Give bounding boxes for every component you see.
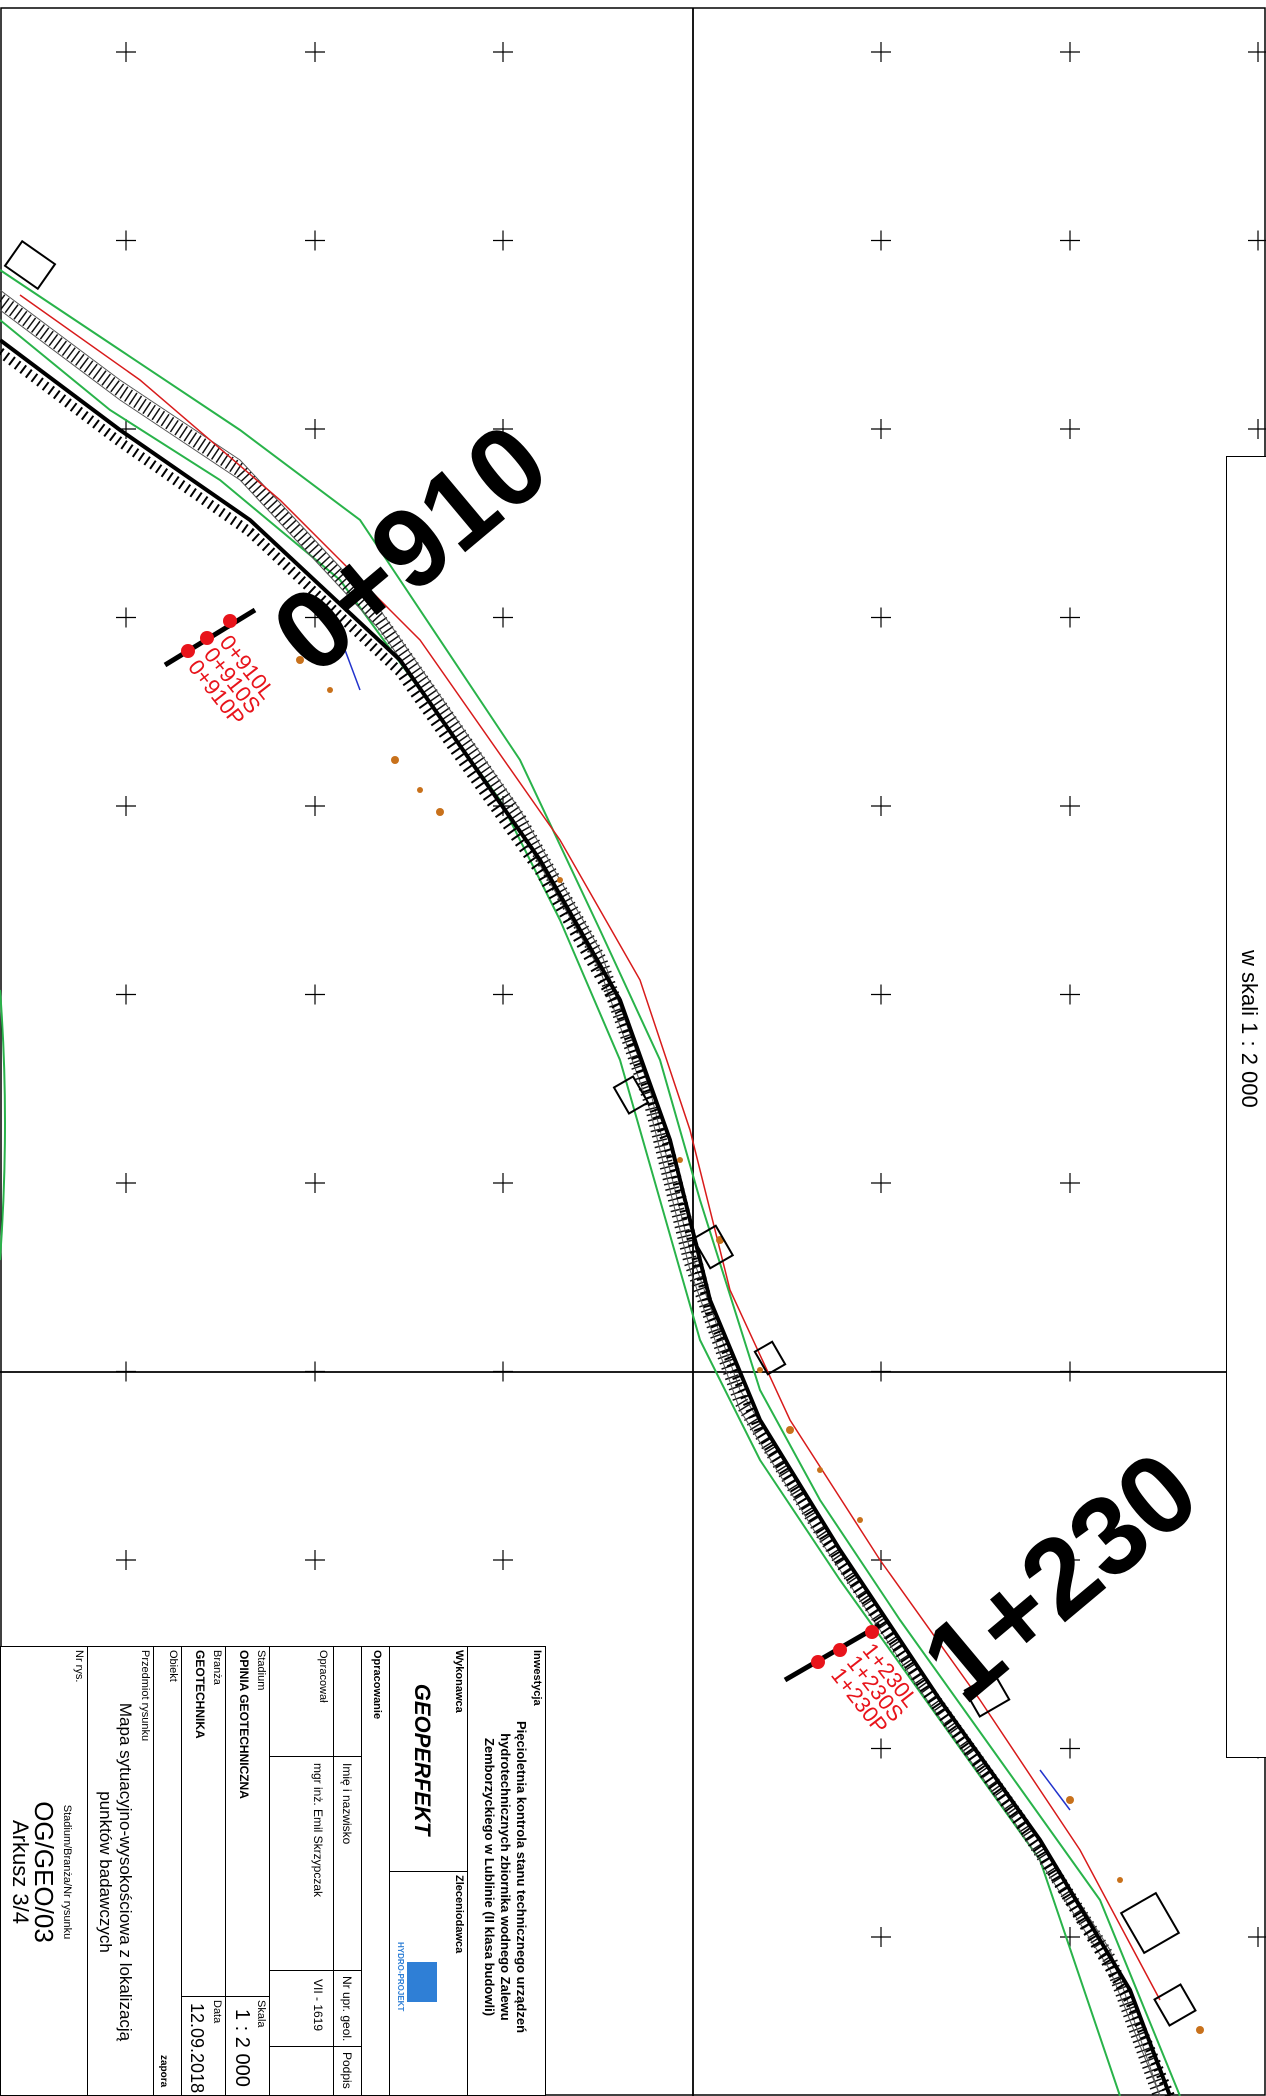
shore-line bbox=[0, 989, 6, 1261]
author-role: Opracował bbox=[317, 1650, 329, 1703]
green-boundary-right bbox=[0, 319, 1121, 2096]
date-cell: Data 12.09.2018 bbox=[181, 1997, 225, 2096]
author-signature-cell bbox=[269, 2047, 333, 2096]
scale-value: 1 : 2 000 bbox=[231, 2009, 253, 2087]
license-header-cell: Nr upr. geol. bbox=[333, 1971, 361, 2047]
stage-value: OPINIA GEOTECHNICZNA bbox=[237, 1650, 251, 1799]
investment-line: Pięcioletnia kontrola stanu technicznego… bbox=[514, 1720, 529, 2034]
signature-header-cell: Podpis bbox=[333, 2047, 361, 2096]
scale-label: Skala bbox=[255, 2000, 267, 2028]
investment-line: Zemborzyckiego w Lublinie (II klasa budo… bbox=[482, 1737, 497, 2017]
object-value: zapora bbox=[158, 2055, 169, 2088]
subject-value: Mapa sytuacyjno-wysokościowa z lokalizac… bbox=[95, 1647, 135, 2096]
subject-cell: Przedmiot rysunku Mapa sytuacyjno-wysoko… bbox=[87, 1647, 153, 2096]
contractor-name: GEOPERFEKT bbox=[410, 1683, 435, 1836]
profile-1-230-cross-line bbox=[783, 1622, 882, 1683]
orange-survey-features bbox=[296, 656, 1204, 2034]
subject-label: Przedmiot rysunku bbox=[139, 1650, 151, 1742]
number-sublabel: Stadium/Branża/Nr rysunku bbox=[61, 1804, 73, 1940]
contractor-label: Wykonawca bbox=[453, 1650, 465, 1713]
slope-edge-bottom bbox=[0, 309, 1161, 2096]
red-utility-line bbox=[19, 294, 1161, 2001]
author-license: VII - 1619 bbox=[311, 1979, 325, 2032]
investment-text: Pięcioletnia kontrola stanu technicznego… bbox=[481, 1667, 529, 2087]
name-header: Imię i nazwisko bbox=[340, 1763, 354, 1845]
investment-cell: Inwestycja Pięcioletnia kontrola stanu t… bbox=[467, 1647, 545, 2096]
profile-1-230-point-l bbox=[865, 1625, 879, 1639]
investment-line: hydrotechnicznych zbiornika wodnego Zale… bbox=[498, 1733, 513, 2021]
date-value: 12.09.2018 bbox=[187, 2003, 207, 2094]
scale-cell: Skala 1 : 2 000 bbox=[225, 1997, 269, 2096]
object-label: Obiekt bbox=[167, 1650, 179, 1682]
dam-crest-line bbox=[0, 338, 1172, 2096]
client-logo-text: HYDRO-PROJEKT bbox=[396, 1942, 405, 2012]
investment-label: Inwestycja bbox=[531, 1650, 543, 1706]
branch-label: Branża bbox=[211, 1650, 223, 1685]
author-role-cell: Opracował bbox=[269, 1647, 333, 1757]
subject-line: punktów badawczych bbox=[96, 1791, 115, 1953]
stage-cell: Stadium OPINIA GEOTECHNICZNA bbox=[225, 1647, 269, 1997]
author-name-cell: mgr inż. Emil Skrzypczak bbox=[269, 1757, 333, 1971]
scale-note: w skali 1 : 2 000 bbox=[1237, 950, 1262, 1108]
object-cell: Obiekt zapora bbox=[153, 1647, 181, 2096]
contractor-cell: Wykonawca GEOPERFEKT bbox=[389, 1647, 467, 1872]
name-header-cell: Imię i nazwisko bbox=[333, 1757, 361, 1971]
role-header-cell bbox=[333, 1647, 361, 1757]
profile-1-230-point-p bbox=[811, 1655, 825, 1669]
branch-value: GEOTECHNIKA bbox=[193, 1650, 207, 1739]
profile-0-910 bbox=[163, 607, 257, 668]
crest-hatching bbox=[0, 348, 1175, 2096]
prepared-label: Opracowanie bbox=[371, 1650, 383, 1720]
date-label: Data bbox=[211, 2000, 223, 2024]
blue-line-2 bbox=[1039, 1769, 1071, 1811]
blue-line-1 bbox=[329, 609, 361, 691]
profile-0-910-point-s bbox=[200, 631, 214, 645]
client-cell: Zleceniodawca HYDRO-PROJEKT bbox=[389, 1872, 467, 2096]
green-boundary-left bbox=[0, 269, 1181, 2096]
scale-note-box bbox=[1226, 456, 1266, 1758]
author-name: mgr inż. Emil Skrzypczak bbox=[311, 1763, 325, 1898]
profile-1-230-point-s bbox=[833, 1643, 847, 1657]
author-license-cell: VII - 1619 bbox=[269, 1971, 333, 2047]
embankment-corridor bbox=[0, 239, 1204, 2096]
prepared-header: Opracowanie bbox=[361, 1647, 389, 2096]
branch-cell: Branża GEOTECHNIKA bbox=[181, 1647, 225, 1997]
profile-0-910-point-p bbox=[181, 644, 195, 658]
title-block: Inwestycja Pięcioletnia kontrola stanu t… bbox=[0, 1646, 546, 2096]
number-label: Nr rys. bbox=[73, 1650, 85, 1683]
sheet-value: Arkusz 3/4 bbox=[8, 1820, 33, 1924]
stage-label: Stadium bbox=[255, 1650, 267, 1691]
number-value: OG/GEO/03 bbox=[29, 1801, 59, 1943]
building-outlines bbox=[3, 239, 1197, 2027]
signature-header: Podpis bbox=[340, 2052, 354, 2089]
license-header: Nr upr. geol. bbox=[340, 1976, 354, 2042]
subject-line: Mapa sytuacyjno-wysokościowa z lokalizac… bbox=[116, 1702, 135, 2042]
number-cell: Nr rys. Stadium/Branża/Nr rysunku OG/GEO… bbox=[0, 1647, 87, 2096]
client-logo-icon bbox=[407, 1962, 437, 2002]
client-label: Zleceniodawca bbox=[453, 1875, 465, 1954]
profile-1-230 bbox=[783, 1622, 882, 1683]
profile-0-910-point-l bbox=[223, 614, 237, 628]
